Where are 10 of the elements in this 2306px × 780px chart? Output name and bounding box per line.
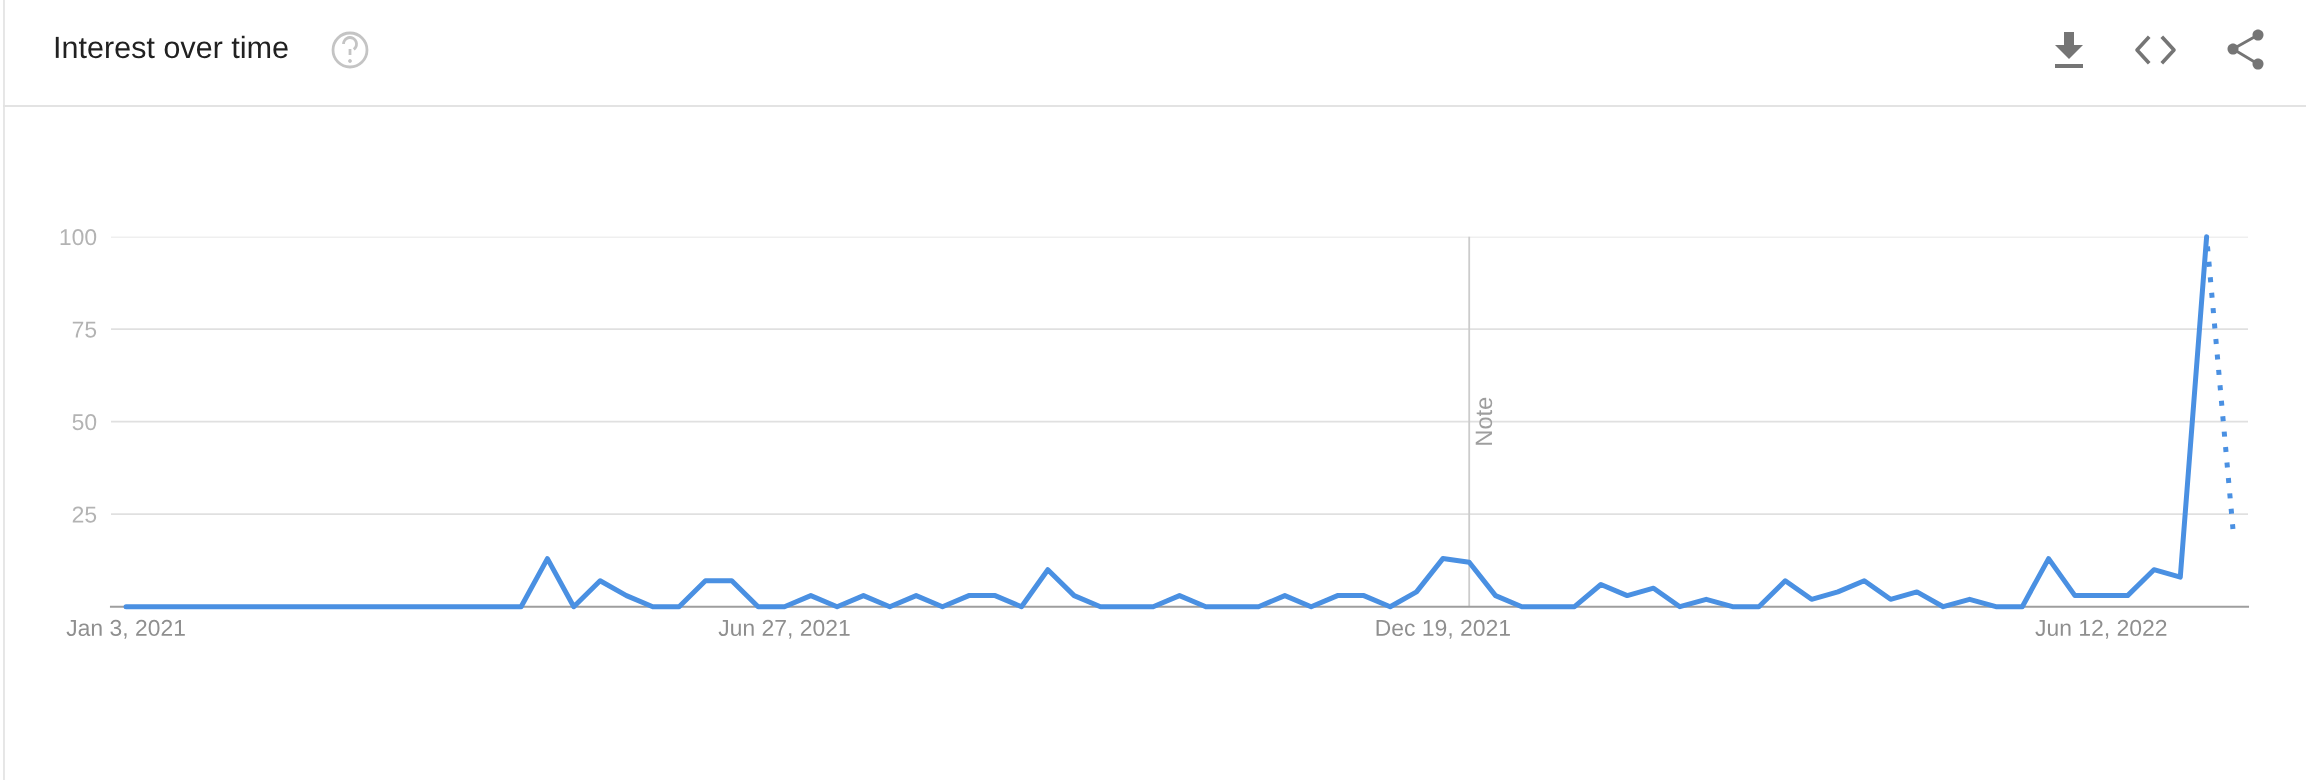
chart-title: Interest over time <box>55 35 288 59</box>
ref-line-label: Note <box>1475 397 1493 445</box>
y-tick-label: 75 <box>72 321 97 338</box>
x-tick-label: Jun 27, 2021 <box>718 619 850 639</box>
y-tick-label: 50 <box>72 414 97 431</box>
x-tick-label: Jun 12, 2022 <box>2035 619 2167 639</box>
x-tick-label: Dec 19, 2021 <box>1376 619 1510 639</box>
y-tick-label: 100 <box>60 229 97 246</box>
y-tick-label: 25 <box>72 506 97 523</box>
x-tick-label: Jan 3, 2021 <box>66 619 185 639</box>
